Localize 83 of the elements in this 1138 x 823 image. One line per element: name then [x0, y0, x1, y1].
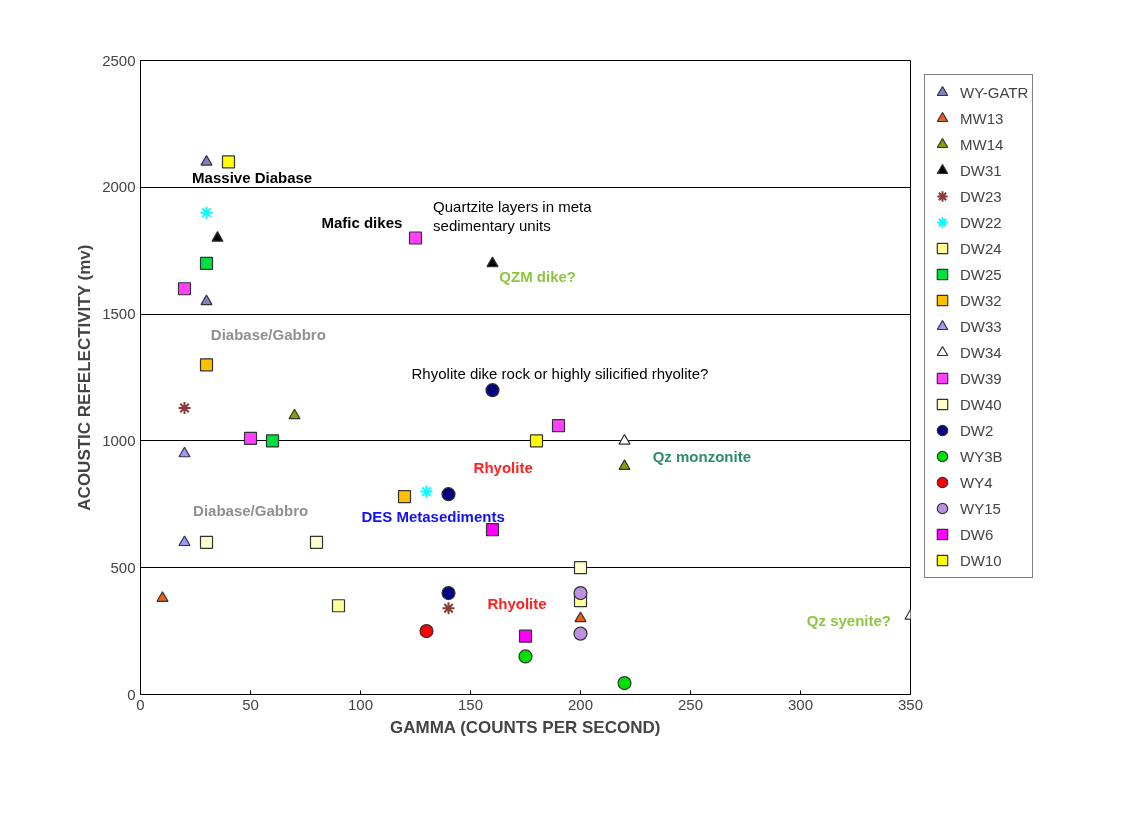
x-tick-label: 150: [457, 695, 484, 713]
point: [573, 626, 588, 641]
point: [573, 561, 588, 575]
point: [199, 358, 214, 372]
annotation: QZM dike?: [499, 267, 576, 285]
x-axis-title: GAMMA (COUNTS PER SECOND): [389, 717, 661, 737]
annotation: Massive Diabase: [192, 168, 313, 186]
y-axis-title: ACOUSTIC REFELECTIVITY (mv): [75, 244, 95, 511]
point: [200, 294, 213, 306]
legend-label: DW10: [960, 550, 1002, 571]
legend-label: DW32: [960, 290, 1002, 311]
point: [221, 155, 236, 169]
point: [441, 487, 456, 502]
point: [199, 205, 214, 220]
point: [408, 231, 423, 245]
point: [288, 408, 301, 420]
point: [211, 231, 224, 242]
point: [551, 419, 566, 433]
y-tick-label: 500: [110, 558, 136, 576]
x-tick-label: 200: [567, 695, 594, 713]
annotation: Diabase/Gabbro: [193, 502, 309, 520]
legend-label: WY3B: [960, 446, 1003, 467]
point: [485, 383, 500, 398]
point: [529, 434, 544, 448]
legend-label: WY4: [960, 472, 993, 493]
annotation: Qz syenite?: [806, 612, 892, 630]
point: [485, 523, 500, 537]
legend-label: DW33: [960, 316, 1002, 337]
legend-label: DW39: [960, 368, 1002, 389]
point: [265, 434, 280, 448]
point: [199, 535, 214, 549]
point: [177, 400, 192, 415]
legend-label: DW40: [960, 394, 1002, 415]
legend-label: DW6: [960, 524, 994, 545]
point: [617, 676, 632, 691]
point: [156, 591, 169, 602]
legend-label: MW14: [960, 134, 1004, 155]
point: [243, 431, 258, 445]
point: [441, 601, 456, 616]
point: [518, 629, 533, 643]
x-tick-label: 300: [787, 695, 814, 713]
point: [573, 585, 588, 601]
legend-label: WY-GATR: [960, 82, 1029, 103]
legend-label: MW13: [960, 108, 1004, 129]
y-tick-label: 1000: [102, 431, 136, 449]
x-tick-label: 50: [242, 695, 259, 713]
x-tick-label: 250: [677, 695, 704, 713]
point: [574, 611, 587, 623]
annotation: Rhyolite: [487, 594, 547, 612]
point: [419, 484, 434, 499]
point: [178, 535, 191, 547]
annotation: Diabase/Gabbro: [210, 325, 326, 343]
legend-label: WY15: [960, 498, 1001, 519]
y-tick-label: 2000: [102, 178, 136, 196]
y-tick-label: 1500: [102, 305, 136, 323]
annotation: Quartzite layers in meta sedimentary units: [433, 197, 593, 234]
y-tick-label: 2500: [102, 51, 136, 69]
legend-label: DW31: [960, 160, 1002, 181]
annotation: Rhyolite: [473, 459, 533, 477]
point: [331, 599, 346, 613]
point: [618, 459, 631, 471]
legend-label: DW34: [960, 342, 1002, 363]
annotation: Qz monzonite: [652, 447, 751, 465]
point: [441, 585, 456, 601]
x-tick-label: 100: [347, 695, 374, 713]
annotation: Rhyolite dike rock or highly silicified rhyolite?: [411, 365, 709, 383]
legend-label: DW25: [960, 264, 1002, 285]
x-tick-label: 350: [897, 695, 924, 713]
legend-label: DW2: [960, 420, 994, 441]
point: [486, 256, 499, 268]
point: [518, 649, 533, 664]
point: [419, 624, 434, 639]
point: [178, 446, 191, 458]
legend-label: DW24: [960, 238, 1002, 259]
point: [309, 535, 324, 549]
annotation: DES Metasediments: [361, 508, 505, 526]
point: [397, 490, 412, 504]
point: [177, 282, 192, 296]
point: [200, 154, 213, 166]
legend-label: DW22: [960, 212, 1002, 233]
annotation: Mafic dikes: [321, 213, 403, 231]
point: [199, 256, 214, 270]
legend-label: DW23: [960, 186, 1002, 207]
